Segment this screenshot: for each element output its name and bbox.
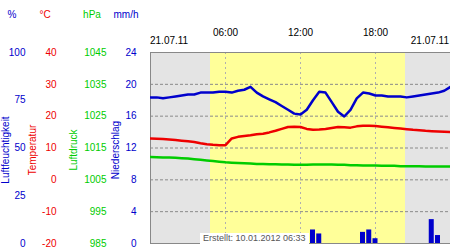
html-text:Luftfeuchtigkeit: Luftfeuchtigkeit [0, 116, 11, 184]
svg-text:16: 16 [125, 110, 137, 121]
svg-text:985: 985 [90, 238, 107, 249]
html-text:°C: °C [39, 9, 51, 20]
svg-text:0: 0 [20, 238, 26, 249]
svg-text:100: 100 [9, 47, 26, 58]
svg-text:1015: 1015 [84, 142, 107, 153]
svg-text:50: 50 [14, 142, 26, 153]
html-text:Erstellt: 10.01.2012 06:33: Erstellt: 10.01.2012 06:33 [203, 233, 306, 243]
svg-text:10: 10 [45, 142, 57, 153]
html-text:Temperatur: Temperatur [27, 124, 38, 176]
html-text:Luftdruck: Luftdruck [68, 129, 79, 171]
svg-text:1025: 1025 [84, 110, 107, 121]
svg-text:25: 25 [14, 190, 26, 201]
html-text:21.07.11: 21.07.11 [150, 35, 189, 46]
svg-text:-10: -10 [42, 206, 57, 217]
svg-text:06:00: 06:00 [213, 27, 238, 38]
svg-text:24: 24 [125, 47, 137, 58]
svg-text:8: 8 [131, 174, 137, 185]
html-text:21.07.11: 21.07.11 [410, 35, 449, 46]
svg-text:20: 20 [45, 110, 57, 121]
svg-text:20: 20 [125, 79, 137, 90]
svg-text:1045: 1045 [84, 47, 107, 58]
svg-text:0: 0 [51, 174, 57, 185]
svg-text:-20: -20 [42, 238, 57, 249]
svg-text:30: 30 [45, 79, 57, 90]
svg-text:4: 4 [131, 206, 137, 217]
svg-text:75: 75 [14, 94, 26, 105]
html-text:mm/h: mm/h [113, 9, 139, 20]
svg-text:0: 0 [131, 238, 137, 249]
svg-text:12:00: 12:00 [288, 27, 313, 38]
html-text:hPa: hPa [83, 9, 101, 20]
svg-text:1005: 1005 [84, 174, 107, 185]
svg-text:995: 995 [90, 206, 107, 217]
svg-text:12: 12 [125, 142, 137, 153]
svg-text:18:00: 18:00 [363, 27, 388, 38]
svg-text:1035: 1035 [84, 79, 107, 90]
html-text:Niederschlag: Niederschlag [110, 120, 121, 180]
svg-text:40: 40 [45, 47, 57, 58]
